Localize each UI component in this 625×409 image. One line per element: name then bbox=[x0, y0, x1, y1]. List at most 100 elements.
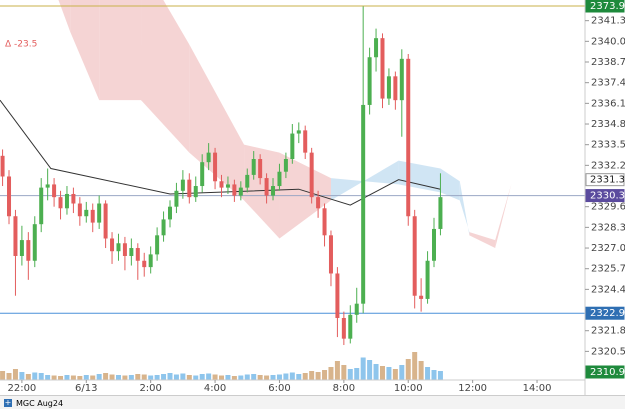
candle-body bbox=[290, 133, 295, 159]
candle-body bbox=[174, 190, 179, 207]
x-tick-label: 6:00 bbox=[268, 383, 290, 394]
y-tick-label: 2329.6 bbox=[591, 202, 625, 213]
candle-body bbox=[412, 216, 417, 296]
x-tick-label: 22:00 bbox=[7, 383, 36, 394]
volume-bar bbox=[128, 375, 134, 380]
candle-body bbox=[380, 38, 385, 99]
candle-body bbox=[155, 235, 160, 255]
y-tick-label: 2327.0 bbox=[591, 243, 625, 254]
volume-bar bbox=[96, 374, 102, 380]
volume-bar bbox=[315, 372, 321, 380]
volume-bar bbox=[334, 361, 340, 380]
volume-bar bbox=[276, 374, 282, 380]
volume-bar bbox=[309, 371, 315, 380]
y-tick-label: 2338.7 bbox=[591, 57, 625, 68]
add-button[interactable]: + bbox=[4, 398, 12, 407]
candle-body bbox=[39, 187, 44, 225]
candle-body bbox=[225, 184, 230, 188]
instrument-bar: + MGC Aug24 bbox=[0, 395, 625, 409]
volume-bar bbox=[219, 375, 225, 380]
candle-body bbox=[161, 219, 166, 236]
candle-body bbox=[367, 57, 372, 105]
cloud-segment bbox=[99, 0, 142, 101]
chart: Δ -23.5 2341.3 2340.0 2338.7 2337.4 2336.1 23… bbox=[0, 0, 625, 395]
candle-body bbox=[0, 155, 5, 177]
candle-body bbox=[264, 178, 269, 196]
volume-bar bbox=[257, 375, 263, 380]
plot-area bbox=[0, 0, 585, 380]
volume-bar bbox=[437, 371, 443, 380]
volume-bar bbox=[135, 374, 141, 380]
volume-bar bbox=[379, 366, 385, 380]
candle-body bbox=[283, 158, 288, 172]
volume-bar bbox=[302, 373, 308, 380]
cloud-segment bbox=[141, 0, 190, 153]
volume-bar bbox=[199, 374, 205, 380]
y-tick-label: 2324.4 bbox=[591, 284, 625, 295]
volume-bar bbox=[373, 364, 379, 380]
cloud-segment bbox=[440, 168, 460, 201]
volume-bar bbox=[328, 367, 334, 380]
candle-body bbox=[361, 104, 366, 304]
change-label: Δ -23.5 bbox=[5, 40, 37, 50]
volume-bar bbox=[167, 373, 173, 380]
y-tick-label: 2325.7 bbox=[591, 264, 625, 275]
candle-body bbox=[219, 181, 224, 188]
candle-body bbox=[303, 130, 308, 153]
candle-body bbox=[271, 186, 276, 196]
price-label-box bbox=[585, 189, 625, 203]
instrument-tab[interactable]: MGC Aug24 bbox=[16, 398, 64, 408]
volume-bar bbox=[270, 375, 276, 380]
price-label: 2373.9 bbox=[590, 1, 625, 12]
x-tick-label: 4:00 bbox=[204, 383, 226, 394]
y-tick-label: 2320.5 bbox=[591, 346, 625, 357]
volume-bar bbox=[206, 373, 212, 380]
candle-body bbox=[52, 184, 57, 198]
candle-body bbox=[232, 184, 237, 196]
candle-body bbox=[58, 197, 63, 209]
x-tick-label: 12:00 bbox=[458, 383, 487, 394]
price-label-box bbox=[585, 173, 625, 187]
candle-body bbox=[213, 152, 218, 182]
cloud-segment bbox=[469, 232, 496, 249]
candle-body bbox=[13, 216, 18, 256]
volume-bar bbox=[251, 374, 257, 380]
candle-body bbox=[180, 179, 185, 191]
candle-body bbox=[129, 248, 134, 256]
candle-body bbox=[167, 206, 172, 220]
volume-bar bbox=[0, 371, 6, 380]
x-tick-label: 14:00 bbox=[523, 383, 552, 394]
y-tick-label: 2321.8 bbox=[591, 326, 625, 337]
volume-bar bbox=[238, 375, 244, 380]
volume-bar bbox=[347, 369, 353, 380]
candle-body bbox=[419, 295, 424, 299]
volume-bar bbox=[289, 372, 295, 380]
candle-body bbox=[316, 197, 321, 209]
volume-bar bbox=[212, 374, 218, 380]
candle-body bbox=[187, 179, 192, 198]
y-tick-label: 2333.5 bbox=[591, 140, 625, 151]
candle-body bbox=[84, 209, 89, 217]
candle-body bbox=[425, 260, 430, 299]
volume-bar bbox=[341, 365, 347, 380]
candle-body bbox=[122, 243, 127, 256]
candle-body bbox=[354, 303, 359, 315]
volume-bar bbox=[77, 376, 83, 380]
volume-bar bbox=[141, 374, 147, 380]
volume-bar bbox=[45, 375, 51, 380]
volume-bar bbox=[12, 369, 18, 380]
candle-body bbox=[386, 76, 391, 99]
volume-bar bbox=[186, 375, 192, 380]
candle-body bbox=[206, 152, 211, 163]
candle-body bbox=[193, 186, 198, 198]
volume-bar bbox=[244, 374, 250, 380]
volume-bar bbox=[296, 374, 302, 380]
y-tick-label: 2332.2 bbox=[591, 160, 625, 171]
candle-body bbox=[7, 176, 12, 217]
cloud-segment bbox=[495, 184, 512, 249]
volume-bar bbox=[25, 374, 31, 380]
candle-body bbox=[374, 38, 379, 58]
volume-bar bbox=[32, 372, 38, 380]
price-label-box bbox=[585, 365, 625, 379]
